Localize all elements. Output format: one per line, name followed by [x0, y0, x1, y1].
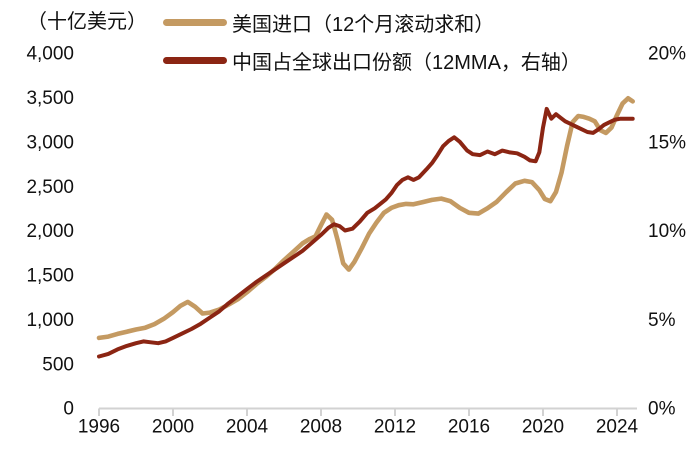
- y-axis-left-label-2000: 2,000: [26, 221, 74, 242]
- y-axis-unit-label: （十亿美元）: [27, 11, 147, 33]
- legend-line-swatch-china-export-share: [163, 56, 227, 64]
- legend-item-us-imports: 美国进口（12个月滚动求和）: [163, 3, 581, 41]
- y-axis-right-label-20: 20%: [648, 44, 686, 65]
- y-axis-left-label-1500: 1,500: [26, 266, 74, 287]
- y-axis-left-label-3000: 3,000: [26, 132, 74, 153]
- y-axis-right-label-0: 0%: [648, 399, 676, 420]
- y-axis-left-label-4000: 4,000: [26, 44, 74, 65]
- x-axis-label-2004: 2004: [226, 417, 269, 438]
- series-line-us-imports: [96, 96, 635, 341]
- y-axis-left-label-1000: 1,000: [26, 310, 74, 331]
- x-axis-label-2008: 2008: [300, 417, 342, 438]
- x-axis-label-2012: 2012: [374, 417, 416, 438]
- x-axis-label-2020: 2020: [522, 417, 564, 438]
- y-axis-left-label-3500: 3,500: [26, 88, 74, 109]
- y-axis-left-label-500: 500: [42, 354, 74, 375]
- y-axis-right-label-10: 10%: [648, 221, 686, 242]
- legend: 美国进口（12个月滚动求和） 中国占全球出口份额（12MMA，右轴）: [163, 3, 581, 79]
- legend-label-china-export-share: 中国占全球出口份额（12MMA，右轴）: [232, 51, 581, 74]
- x-axis-label-2024: 2024: [596, 417, 639, 438]
- legend-item-china-export-share: 中国占全球出口份额（12MMA，右轴）: [163, 41, 581, 79]
- y-axis-right-label-15: 15%: [648, 132, 686, 153]
- legend-line-swatch-us-imports: [163, 18, 227, 26]
- x-axis-label-1996: 1996: [78, 417, 120, 438]
- x-axis-label-2000: 2000: [152, 417, 194, 438]
- y-axis-right-label-5: 5%: [648, 310, 676, 331]
- series-line-china-export-share: [97, 106, 635, 359]
- legend-label-us-imports: 美国进口（12个月滚动求和）: [232, 13, 495, 36]
- y-axis-left-label-0: 0: [63, 399, 74, 420]
- y-axis-left-label-2500: 2,500: [26, 177, 74, 198]
- x-axis-label-2016: 2016: [448, 417, 490, 438]
